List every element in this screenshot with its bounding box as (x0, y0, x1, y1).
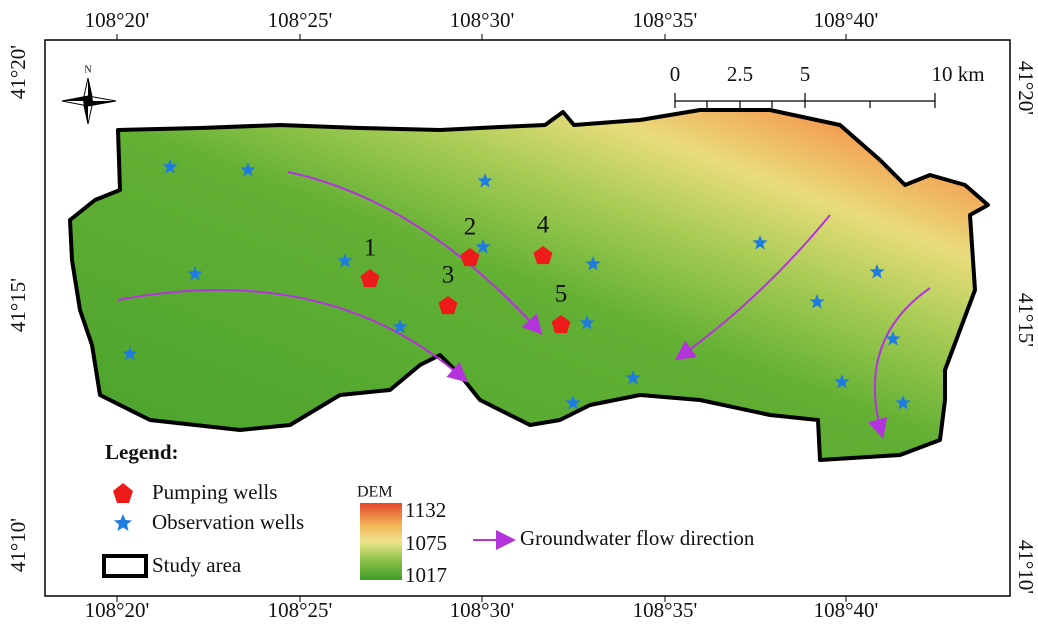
dem-label: 1132 (405, 498, 446, 522)
dem-ramp (360, 503, 402, 580)
left-label: 41°20' (6, 45, 30, 99)
top-label: 108°25' (268, 8, 333, 32)
scale-label: 10 km (931, 62, 984, 86)
legend-pentagon (113, 483, 133, 503)
top-label: 108°30' (450, 8, 515, 32)
well-label: 1 (364, 235, 377, 262)
right-label: 41°10' (1014, 540, 1038, 594)
dem-label: 1075 (405, 531, 447, 555)
map: 12345 N Legend: Pumping wells Observatio… (0, 0, 1038, 632)
well-label: 4 (537, 212, 550, 239)
legend-label: Groundwater flow direction (520, 526, 755, 550)
left-label: 41°15' (6, 278, 30, 332)
study-area (70, 110, 988, 460)
top-label: 108°20' (85, 8, 150, 32)
right-label: 41°15' (1014, 293, 1038, 347)
right-label: 41°20' (1014, 61, 1038, 115)
legend-label: Observation wells (152, 510, 304, 534)
dem-label: 1017 (405, 563, 447, 587)
dem-title: DEM (357, 484, 393, 501)
legend-title: Legend: (105, 440, 179, 464)
scale-label: 2.5 (727, 62, 753, 86)
top-label: 108°35' (633, 8, 698, 32)
north-arrow: N (62, 64, 116, 124)
well-label: 3 (442, 262, 455, 289)
legend-area (104, 556, 146, 576)
legend-label: Study area (152, 553, 242, 577)
scale-label: 5 (800, 62, 811, 86)
scale-bar (675, 93, 935, 108)
top-label: 108°40' (814, 8, 879, 32)
well-label: 2 (464, 214, 477, 241)
well-label: 5 (555, 281, 568, 308)
scale-label: 0 (670, 62, 681, 86)
legend-star (114, 514, 132, 531)
left-label: 41°10' (6, 518, 30, 572)
legend-label: Pumping wells (152, 480, 277, 504)
north-label: N (84, 64, 91, 75)
